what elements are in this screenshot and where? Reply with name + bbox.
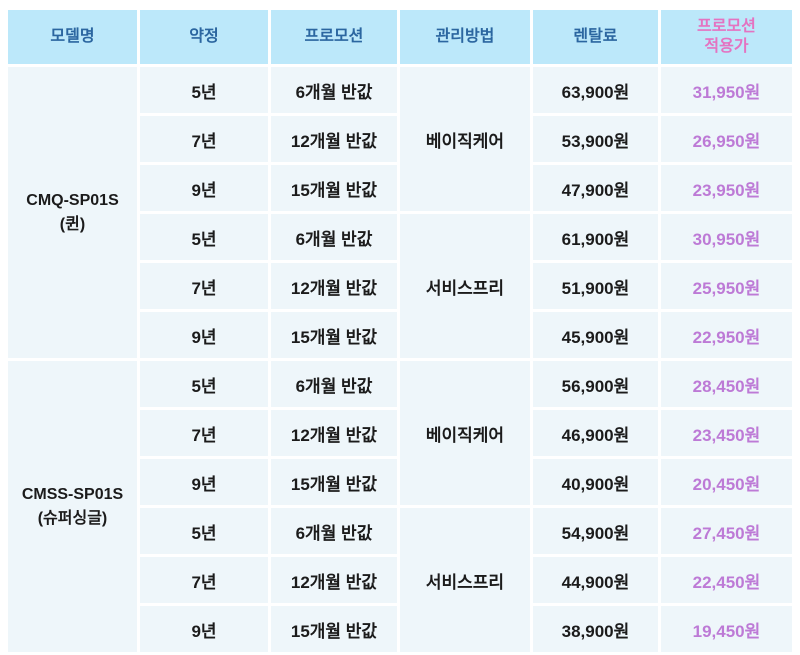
care-cell: 베이직케어 [399,67,530,211]
term-cell: 5년 [140,361,268,407]
promo-price-cell: 22,450원 [660,557,792,603]
promo-price-cell: 28,450원 [660,361,792,407]
header-model: 모델명 [8,10,137,64]
term-cell: 7년 [140,116,268,162]
promo-cell: 12개월 반값 [270,116,397,162]
rental-cell: 38,900원 [532,606,658,652]
rental-cell: 53,900원 [532,116,658,162]
header-promo-price: 프로모션 적용가 [660,10,792,64]
promo-cell: 6개월 반값 [270,361,397,407]
table-row: 9년 15개월 반값 47,900원 23,950원 [8,165,792,211]
term-cell: 9년 [140,165,268,211]
term-cell: 5년 [140,67,268,113]
model-cell: CMQ-SP01S (퀸) [8,67,137,358]
promo-cell: 6개월 반값 [270,67,397,113]
promo-price-cell: 31,950원 [660,67,792,113]
term-cell: 5년 [140,214,268,260]
term-cell: 7년 [140,263,268,309]
promo-cell: 12개월 반값 [270,263,397,309]
rental-pricing-table: 모델명 약정 프로모션 관리방법 렌탈료 프로모션 적용가 CMQ-SP01S … [5,7,795,655]
header-care: 관리방법 [399,10,530,64]
promo-cell: 15개월 반값 [270,312,397,358]
table-row: 7년 12개월 반값 53,900원 26,950원 [8,116,792,162]
promo-cell: 6개월 반값 [270,508,397,554]
promo-price-cell: 22,950원 [660,312,792,358]
table-row: CMSS-SP01S (슈퍼싱글) 5년 6개월 반값 베이직케어 56,900… [8,361,792,652]
header-row: 모델명 약정 프로모션 관리방법 렌탈료 프로모션 적용가 [8,10,792,64]
table-row: CMQ-SP01S (퀸) 5년 6개월 반값 베이직케어 63,900원 31… [8,67,792,358]
promo-price-cell: 19,450원 [660,606,792,652]
term-cell: 9년 [140,312,268,358]
table-row: 5년 6개월 반값 서비스프리 54,900원 27,450원 [8,508,792,652]
promo-cell: 15개월 반값 [270,459,397,505]
model-cell: CMSS-SP01S (슈퍼싱글) [8,361,137,652]
promo-price-cell: 25,950원 [660,263,792,309]
rental-cell: 63,900원 [532,67,658,113]
table-row: 9년 15개월 반값 40,900원 20,450원 [8,459,792,505]
rental-cell: 54,900원 [532,508,658,554]
term-cell: 9년 [140,459,268,505]
table-row: 7년 12개월 반값 46,900원 23,450원 [8,410,792,456]
promo-price-cell: 26,950원 [660,116,792,162]
promo-price-cell: 30,950원 [660,214,792,260]
rental-cell: 56,900원 [532,361,658,407]
rental-cell: 51,900원 [532,263,658,309]
rental-cell: 47,900원 [532,165,658,211]
care-cell: 베이직케어 [399,361,530,505]
promo-cell: 15개월 반값 [270,606,397,652]
table-row: 9년 15개월 반값 45,900원 22,950원 [8,312,792,358]
header-rental: 렌탈료 [532,10,658,64]
header-promotion: 프로모션 [270,10,397,64]
term-cell: 9년 [140,606,268,652]
term-cell: 7년 [140,557,268,603]
term-cell: 7년 [140,410,268,456]
promo-cell: 12개월 반값 [270,557,397,603]
promo-price-cell: 23,450원 [660,410,792,456]
promo-cell: 12개월 반값 [270,410,397,456]
care-cell: 서비스프리 [399,508,530,652]
table-row: 7년 12개월 반값 44,900원 22,450원 [8,557,792,603]
rental-cell: 45,900원 [532,312,658,358]
header-term: 약정 [140,10,268,64]
rental-cell: 40,900원 [532,459,658,505]
table-row: 7년 12개월 반값 51,900원 25,950원 [8,263,792,309]
table-row: 5년 6개월 반값 서비스프리 61,900원 30,950원 [8,214,792,358]
promo-price-cell: 27,450원 [660,508,792,554]
promo-price-cell: 23,950원 [660,165,792,211]
promo-price-cell: 20,450원 [660,459,792,505]
promo-cell: 15개월 반값 [270,165,397,211]
promo-cell: 6개월 반값 [270,214,397,260]
term-cell: 5년 [140,508,268,554]
rental-cell: 46,900원 [532,410,658,456]
care-cell: 서비스프리 [399,214,530,358]
rental-cell: 44,900원 [532,557,658,603]
rental-cell: 61,900원 [532,214,658,260]
